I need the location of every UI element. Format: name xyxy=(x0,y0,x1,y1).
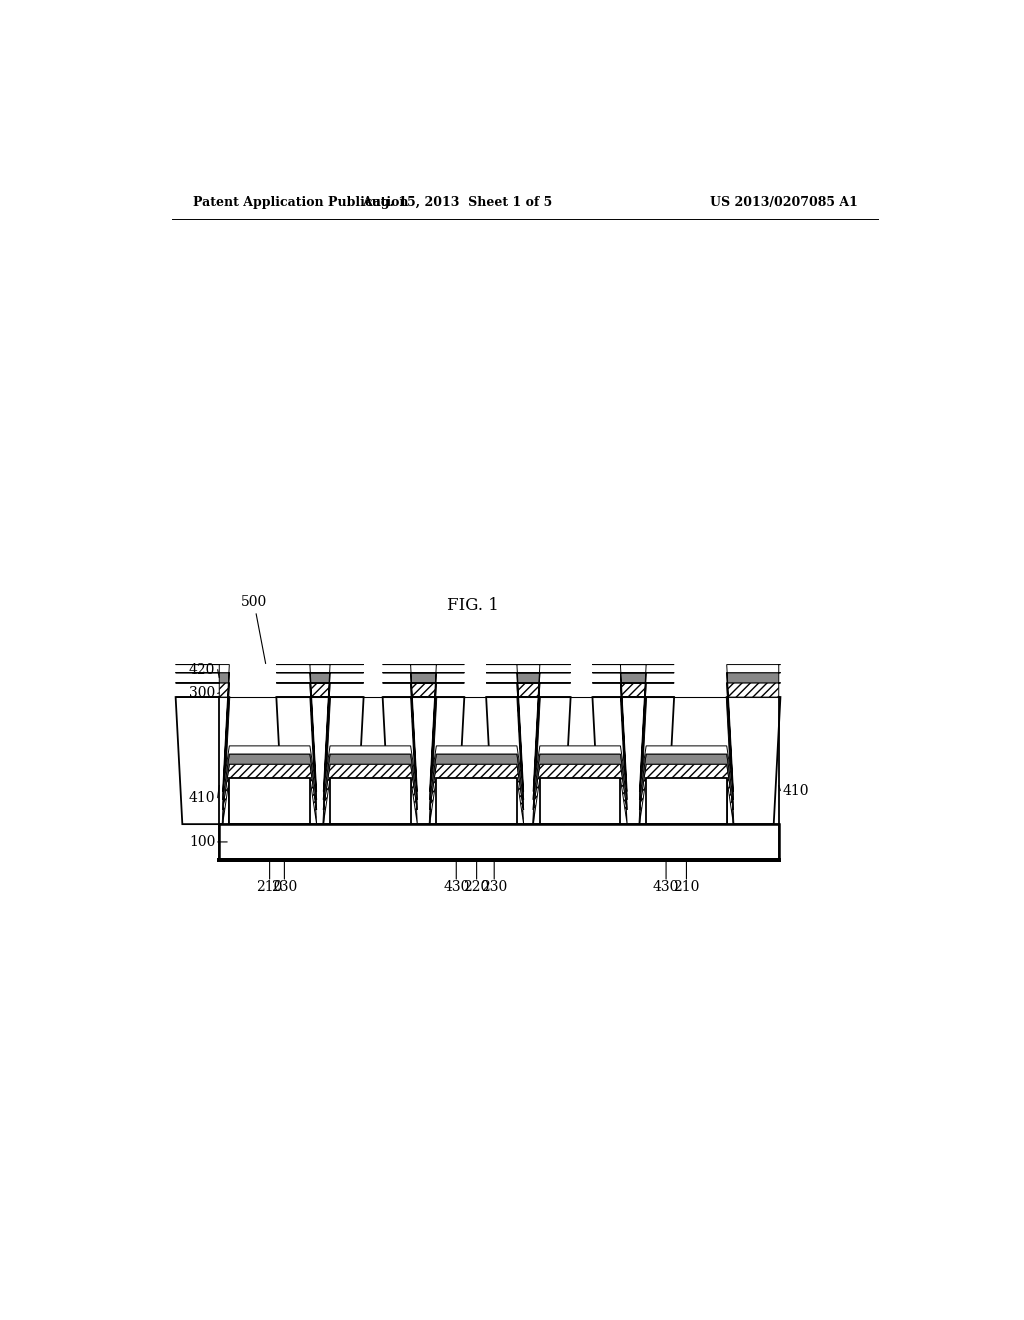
Text: 210: 210 xyxy=(673,880,699,894)
Text: 100: 100 xyxy=(188,836,215,849)
Bar xyxy=(540,779,621,824)
Text: 410: 410 xyxy=(188,791,215,805)
Text: 230: 230 xyxy=(271,880,298,894)
Text: 210: 210 xyxy=(256,880,283,894)
Bar xyxy=(229,779,310,824)
Polygon shape xyxy=(176,682,780,824)
Text: FIG. 1: FIG. 1 xyxy=(447,597,499,614)
Polygon shape xyxy=(176,664,780,800)
Text: 230: 230 xyxy=(481,880,507,894)
Text: 420: 420 xyxy=(188,663,215,677)
Bar xyxy=(229,779,310,824)
Text: 220: 220 xyxy=(464,880,489,894)
Polygon shape xyxy=(383,697,436,824)
Polygon shape xyxy=(486,697,540,824)
Bar xyxy=(646,779,727,824)
Bar xyxy=(436,779,517,824)
Text: US 2013/0207085 A1: US 2013/0207085 A1 xyxy=(711,195,858,209)
Polygon shape xyxy=(176,697,229,824)
Bar xyxy=(219,824,778,859)
Bar xyxy=(330,779,411,824)
Text: 430: 430 xyxy=(443,880,469,894)
Polygon shape xyxy=(411,697,464,824)
Bar xyxy=(219,697,778,824)
Text: Patent Application Publication: Patent Application Publication xyxy=(194,195,409,209)
Polygon shape xyxy=(276,697,330,824)
Bar xyxy=(540,779,621,824)
Polygon shape xyxy=(176,673,780,810)
Polygon shape xyxy=(310,697,364,824)
Text: 500: 500 xyxy=(241,595,267,609)
Polygon shape xyxy=(517,697,570,824)
Bar xyxy=(646,779,727,824)
Bar xyxy=(436,779,517,824)
Polygon shape xyxy=(593,697,646,824)
Bar xyxy=(330,779,411,824)
Text: 410: 410 xyxy=(782,784,809,797)
Text: 300: 300 xyxy=(189,686,215,701)
Polygon shape xyxy=(727,697,780,824)
Text: 430: 430 xyxy=(653,880,679,894)
Text: Aug. 15, 2013  Sheet 1 of 5: Aug. 15, 2013 Sheet 1 of 5 xyxy=(362,195,553,209)
Polygon shape xyxy=(621,697,674,824)
